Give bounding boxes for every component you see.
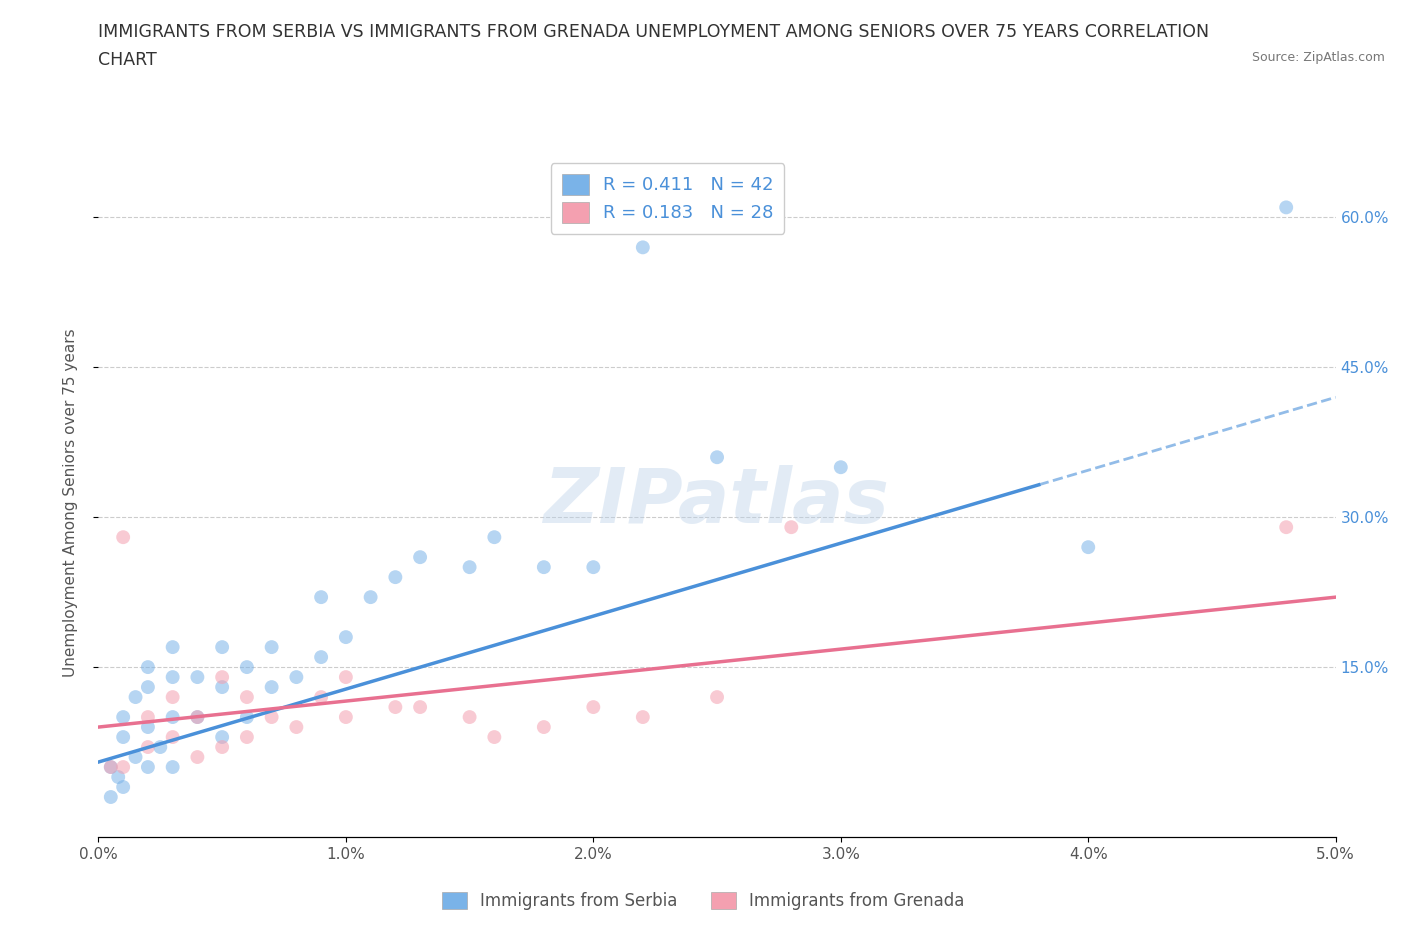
Point [335,670,357,684]
Point [484,530,506,545]
Point [335,630,357,644]
Point [533,560,555,575]
Point [309,590,332,604]
Point [780,520,803,535]
Point [1275,200,1298,215]
Point [136,680,159,695]
Point [1077,539,1099,554]
Point [309,650,332,665]
Point [211,739,233,754]
Point [100,760,122,775]
Point [186,710,208,724]
Point [360,590,382,604]
Point [830,459,852,474]
Point [112,779,135,794]
Point [211,670,233,684]
Point [1275,520,1298,535]
Point [186,670,208,684]
Point [162,710,184,724]
Text: Source: ZipAtlas.com: Source: ZipAtlas.com [1251,51,1385,64]
Text: CHART: CHART [98,51,157,69]
Point [236,659,259,674]
Point [149,739,172,754]
Point [384,570,406,585]
Legend: R = 0.411   N = 42, R = 0.183   N = 28: R = 0.411 N = 42, R = 0.183 N = 28 [551,163,785,233]
Point [484,730,506,745]
Point [236,710,259,724]
Y-axis label: Unemployment Among Seniors over 75 years: Unemployment Among Seniors over 75 years [63,328,77,676]
Point [706,450,728,465]
Point [285,720,308,735]
Point [124,750,146,764]
Point [582,560,605,575]
Point [112,710,135,724]
Point [186,710,208,724]
Point [136,720,159,735]
Point [136,659,159,674]
Point [211,680,233,695]
Point [285,670,308,684]
Point [309,690,332,705]
Point [136,739,159,754]
Point [211,730,233,745]
Point [136,760,159,775]
Point [384,699,406,714]
Point [162,640,184,655]
Point [631,240,654,255]
Point [458,560,481,575]
Point [236,690,259,705]
Legend: Immigrants from Serbia, Immigrants from Grenada: Immigrants from Serbia, Immigrants from … [434,885,972,917]
Point [458,710,481,724]
Point [136,710,159,724]
Point [260,710,283,724]
Point [335,710,357,724]
Point [409,699,432,714]
Point [582,699,605,714]
Point [112,530,135,545]
Point [236,730,259,745]
Point [706,690,728,705]
Point [162,730,184,745]
Point [124,690,146,705]
Point [260,680,283,695]
Point [100,790,122,804]
Point [100,760,122,775]
Point [112,730,135,745]
Point [112,760,135,775]
Point [533,720,555,735]
Point [107,770,129,785]
Text: ZIPatlas: ZIPatlas [544,465,890,539]
Point [260,640,283,655]
Point [162,670,184,684]
Point [186,750,208,764]
Point [162,760,184,775]
Text: IMMIGRANTS FROM SERBIA VS IMMIGRANTS FROM GRENADA UNEMPLOYMENT AMONG SENIORS OVE: IMMIGRANTS FROM SERBIA VS IMMIGRANTS FRO… [98,23,1209,41]
Point [631,710,654,724]
Point [409,550,432,565]
Point [162,690,184,705]
Point [211,640,233,655]
